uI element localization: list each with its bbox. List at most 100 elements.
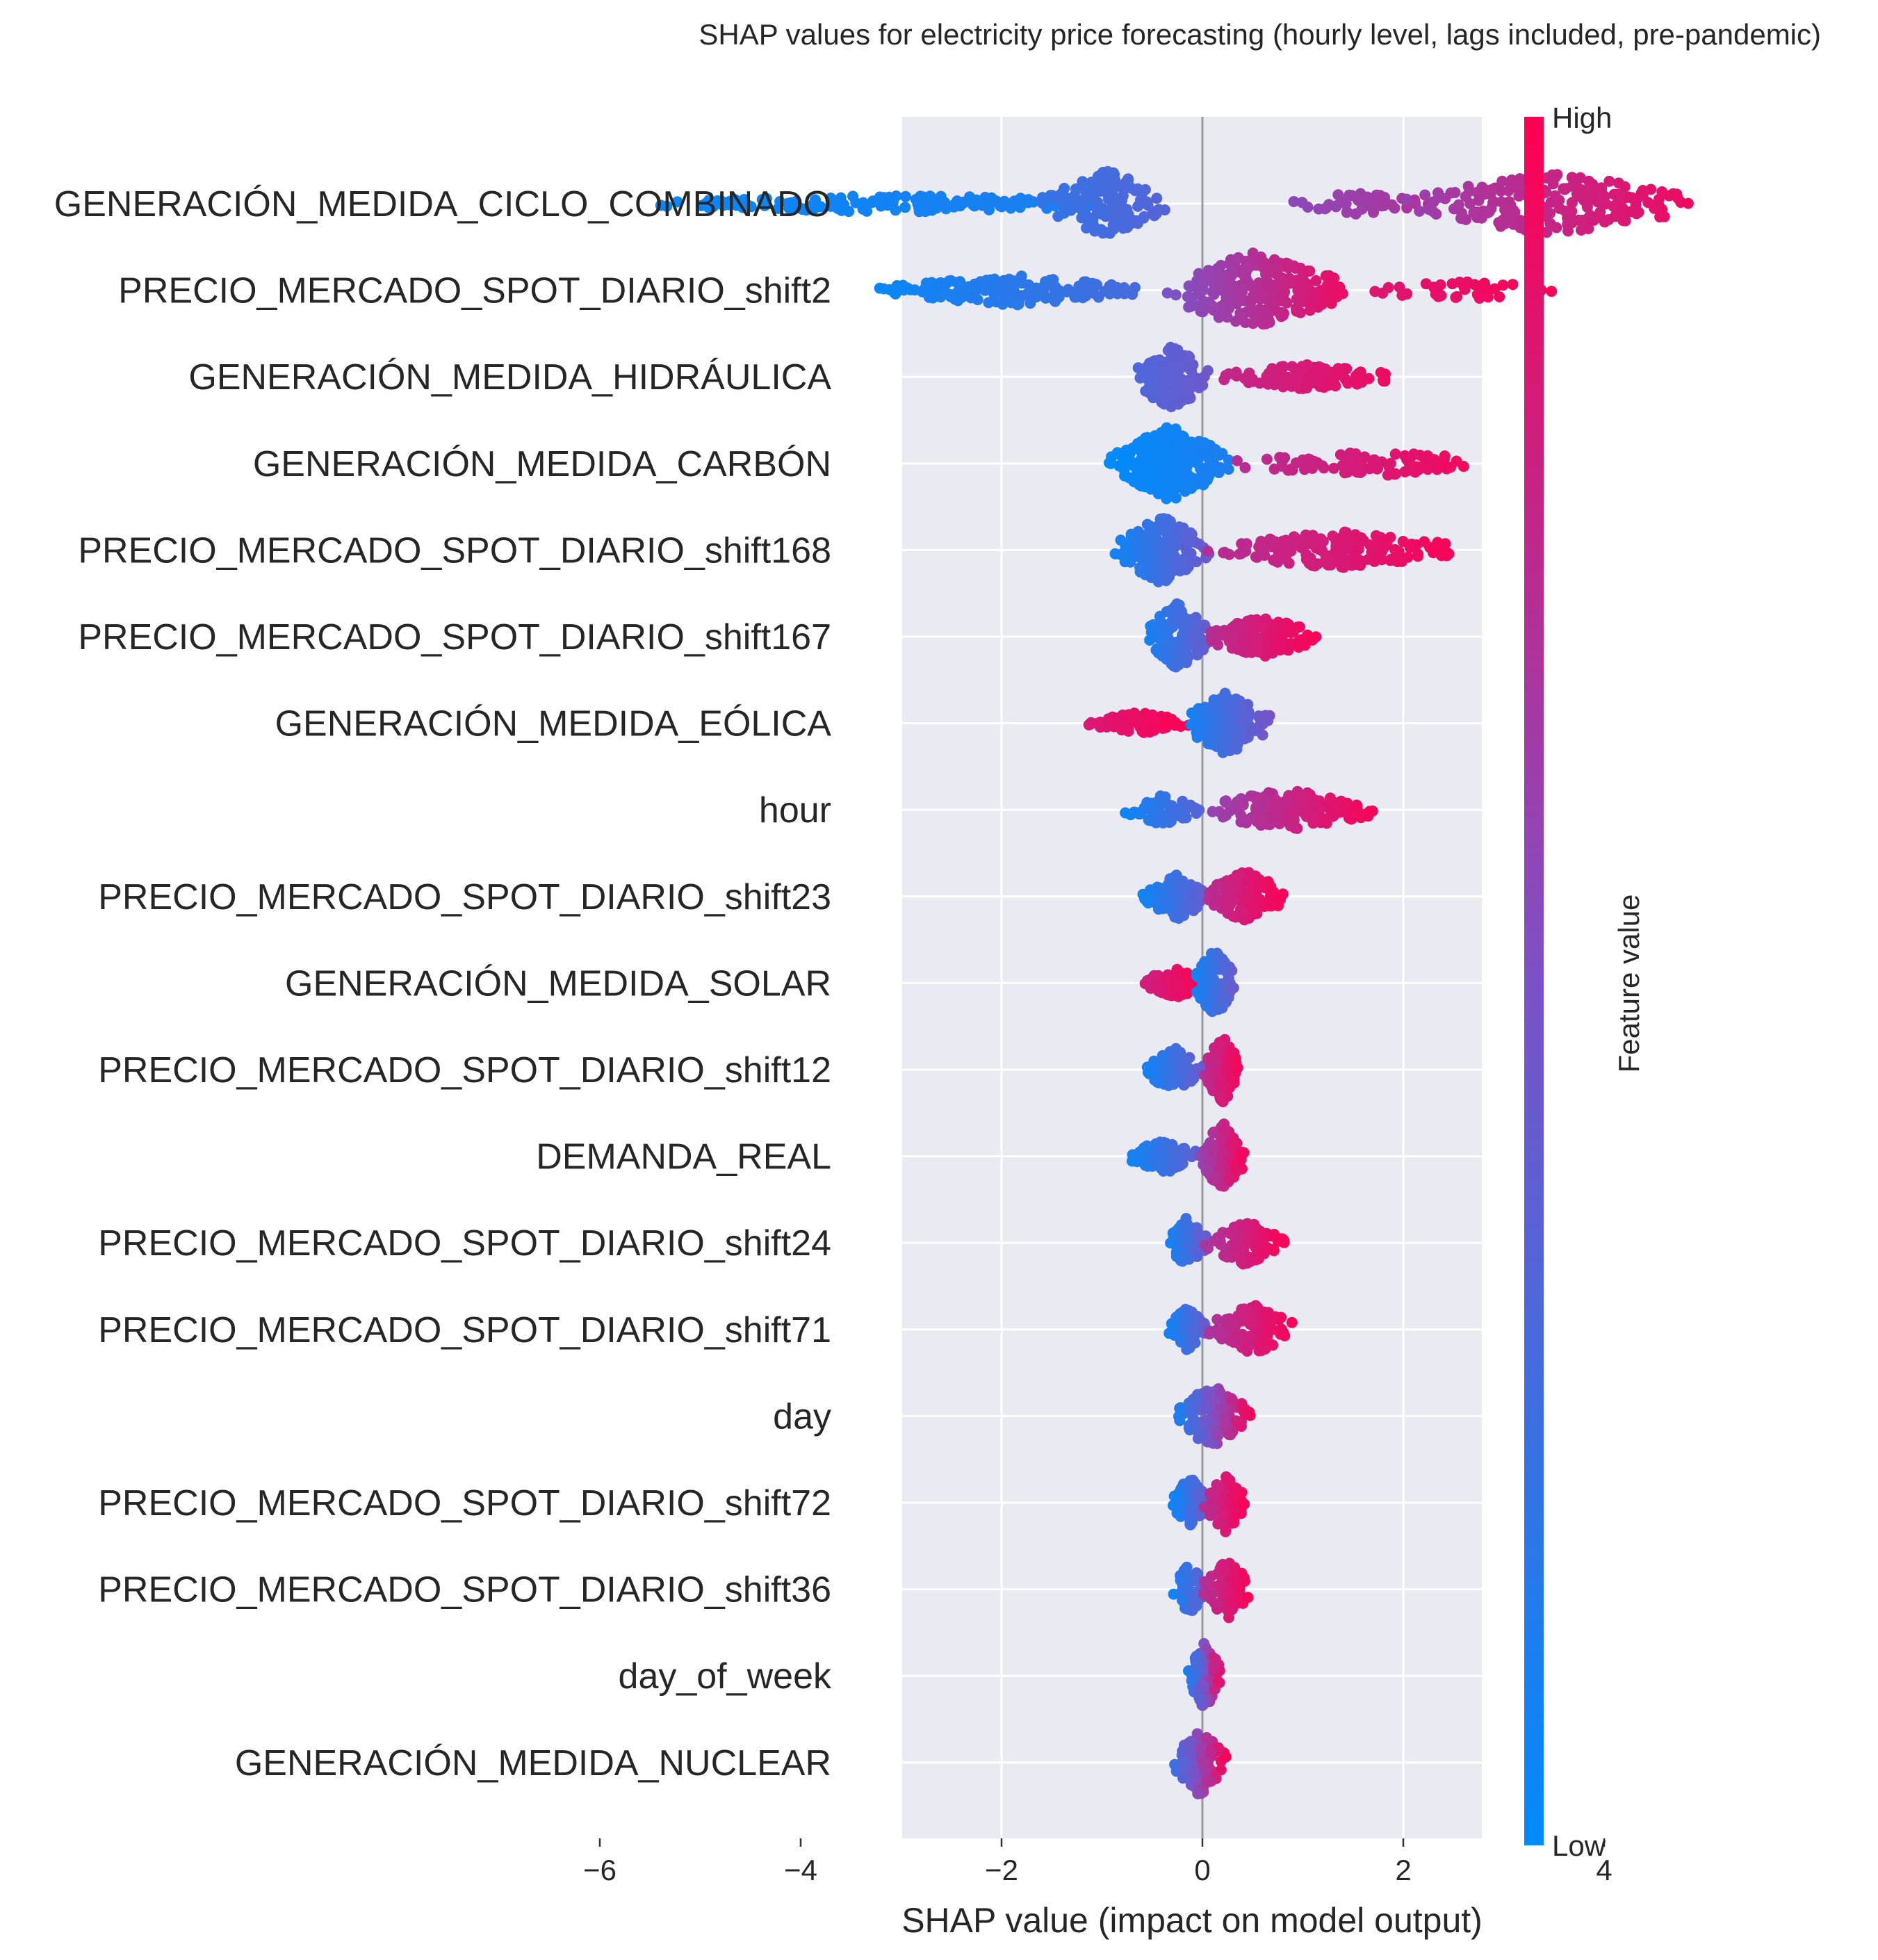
feature-row-points xyxy=(1183,1638,1225,1711)
shap-point xyxy=(1220,797,1232,808)
shap-point xyxy=(1186,553,1198,565)
shap-point xyxy=(1455,213,1467,224)
shap-point xyxy=(979,284,991,296)
shap-point xyxy=(1268,463,1280,475)
shap-point xyxy=(1239,1498,1250,1510)
feature-label: PRECIO_MERCADO_SPOT_DIARIO_shift167 xyxy=(78,617,831,658)
shap-point xyxy=(1227,1503,1239,1514)
shap-point xyxy=(1396,555,1407,567)
shap-point xyxy=(1608,200,1619,212)
shap-point xyxy=(1164,716,1175,728)
shap-point xyxy=(1138,532,1150,544)
shap-point xyxy=(1117,213,1129,224)
shap-point xyxy=(1332,363,1344,375)
shap-point xyxy=(1422,464,1434,475)
shap-point xyxy=(1280,541,1291,553)
shap-point xyxy=(1117,222,1129,234)
shap-point xyxy=(1179,1225,1191,1236)
shap-point xyxy=(1158,513,1170,525)
shap-point xyxy=(1642,197,1654,209)
feature-label: PRECIO_MERCADO_SPOT_DIARIO_shift72 xyxy=(98,1483,831,1524)
shap-point xyxy=(1201,1734,1213,1746)
shap-point xyxy=(1272,806,1284,817)
shap-point xyxy=(1127,442,1138,454)
shap-point xyxy=(1483,206,1495,218)
shap-point xyxy=(1181,540,1193,551)
shap-point xyxy=(1267,286,1279,297)
shap-point xyxy=(1247,900,1259,912)
shap-point xyxy=(899,190,911,202)
shap-point xyxy=(1115,534,1127,546)
shap-point xyxy=(1161,551,1173,563)
x-tick-label: −4 xyxy=(784,1854,817,1886)
shap-point xyxy=(1256,1345,1268,1356)
shap-point xyxy=(1354,368,1366,379)
shap-point xyxy=(1246,1318,1258,1330)
shap-point xyxy=(1217,990,1229,1002)
shap-point xyxy=(1181,653,1193,665)
shap-point xyxy=(1401,202,1413,214)
shap-point xyxy=(1205,464,1216,476)
feature-row-points xyxy=(1126,1118,1250,1192)
shap-point xyxy=(867,195,879,207)
shap-point xyxy=(1189,1420,1200,1432)
shap-point xyxy=(1220,1526,1232,1537)
shap-point xyxy=(1088,191,1100,203)
shap-point xyxy=(1134,562,1146,573)
shap-point xyxy=(1243,867,1255,879)
shap-point xyxy=(1171,1245,1183,1257)
shap-point xyxy=(1462,181,1474,193)
shap-point xyxy=(1199,1402,1211,1414)
shap-point xyxy=(981,275,993,286)
shap-point xyxy=(1277,361,1289,373)
shap-point xyxy=(1192,1788,1204,1799)
shap-point xyxy=(1205,1747,1216,1758)
shap-point xyxy=(1341,543,1353,555)
shap-point xyxy=(1512,180,1524,192)
shap-point xyxy=(1173,652,1184,664)
shap-point xyxy=(1277,888,1289,900)
shap-point xyxy=(1212,1676,1224,1688)
shap-point xyxy=(1204,1391,1216,1403)
shap-point xyxy=(1346,813,1357,825)
shap-point xyxy=(1197,281,1209,292)
shap-point xyxy=(1404,541,1416,553)
shap-point xyxy=(1175,1047,1186,1059)
shap-point xyxy=(1378,375,1389,387)
shap-point xyxy=(1300,554,1312,565)
shap-point xyxy=(1267,1339,1279,1351)
shap-point xyxy=(857,203,869,215)
shap-point xyxy=(1169,601,1181,612)
shap-point xyxy=(1296,792,1307,804)
feature-label: PRECIO_MERCADO_SPOT_DIARIO_shift12 xyxy=(98,1050,831,1091)
shap-point xyxy=(1241,817,1252,828)
shap-point xyxy=(1102,165,1113,177)
shap-point xyxy=(1191,1728,1203,1740)
shap-point xyxy=(1399,466,1411,477)
shap-point xyxy=(1186,294,1198,306)
shap-point xyxy=(1566,197,1578,209)
shap-point xyxy=(1154,790,1166,802)
shap-point xyxy=(1576,214,1587,226)
shap-point xyxy=(1468,206,1480,218)
shap-point xyxy=(1441,550,1453,562)
shap-point xyxy=(997,280,1009,292)
shap-point xyxy=(1207,448,1218,459)
shap-point xyxy=(1220,1566,1232,1578)
shap-point xyxy=(1193,436,1205,447)
shap-point xyxy=(1131,1156,1143,1168)
shap-point xyxy=(1145,712,1157,724)
x-axis-label: SHAP value (impact on model output) xyxy=(901,1901,1483,1940)
shap-point xyxy=(1239,1309,1251,1321)
feature-label: PRECIO_MERCADO_SPOT_DIARIO_shift36 xyxy=(98,1570,831,1610)
shap-point xyxy=(1251,551,1263,563)
shap-point xyxy=(1268,1229,1280,1240)
shap-point xyxy=(883,198,895,210)
shap-point xyxy=(1420,278,1432,290)
shap-point xyxy=(1136,452,1148,464)
x-tick-label: 2 xyxy=(1395,1854,1411,1886)
shap-point xyxy=(1159,475,1171,487)
shap-point xyxy=(1183,385,1195,396)
shap-point xyxy=(1127,288,1138,300)
shap-point xyxy=(1098,180,1110,192)
